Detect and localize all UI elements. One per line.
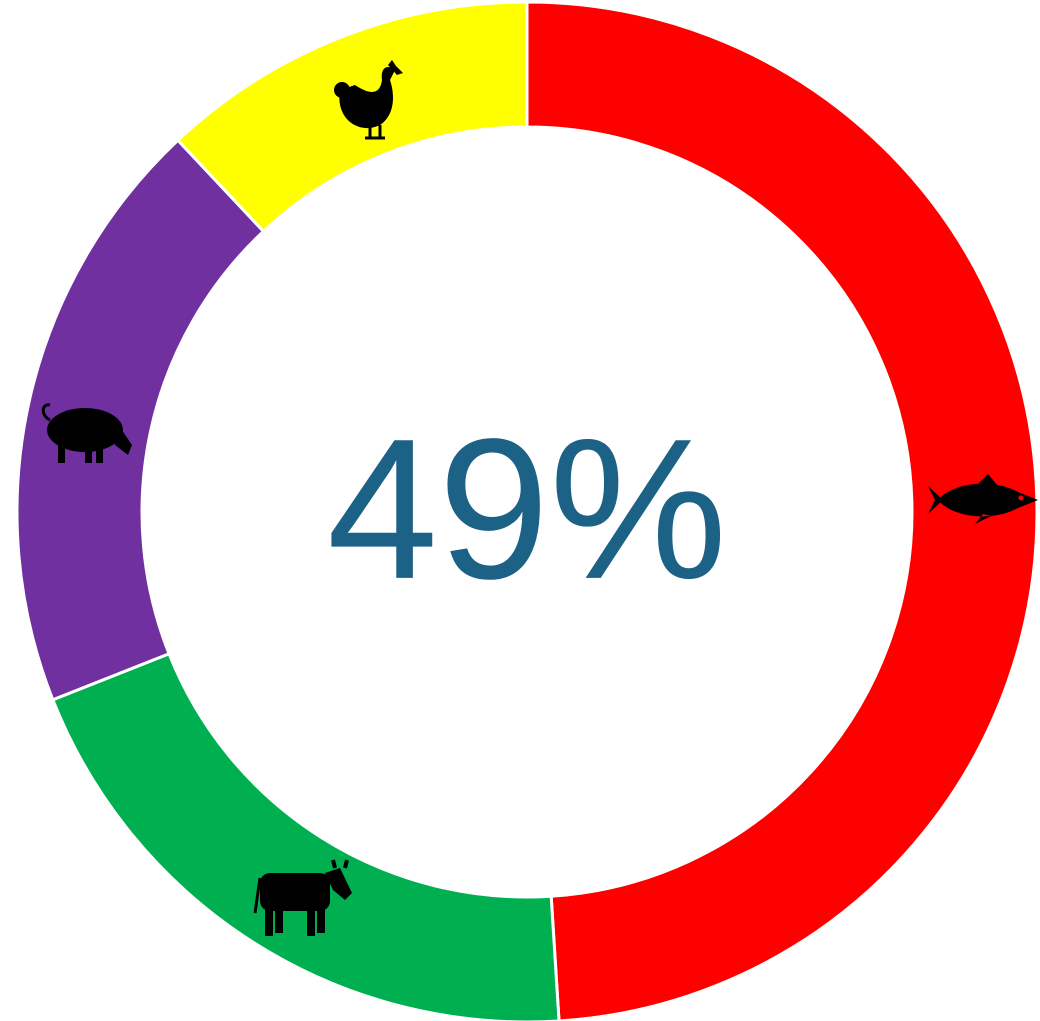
center-label: 49% <box>327 398 727 621</box>
segment <box>525 0 1039 1021</box>
cow-icon <box>253 859 352 936</box>
fish-icon <box>928 474 1038 524</box>
chicken-icon <box>334 60 403 140</box>
pig-icon <box>41 403 132 463</box>
segment <box>50 651 561 1021</box>
